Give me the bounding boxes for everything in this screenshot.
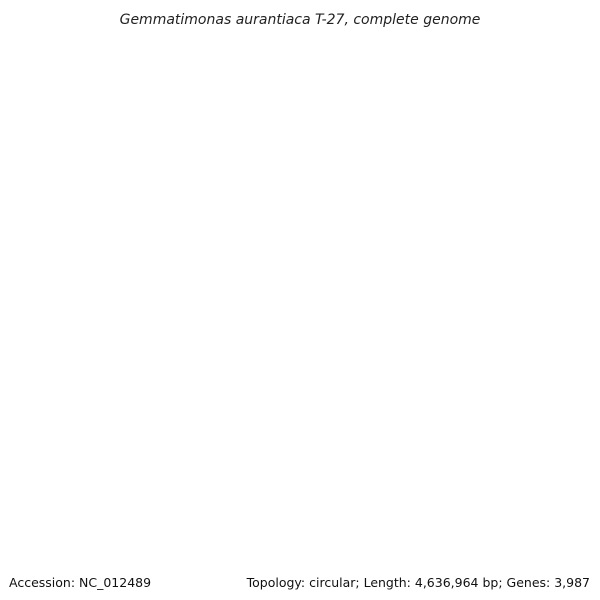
map-title: Gemmatimonas aurantiaca T-27, complete g… — [120, 12, 481, 28]
accession-text: Accession: NC_012489 — [9, 575, 151, 590]
genome-summary-text: Topology: circular; Length: 4,636,964 bp… — [246, 575, 590, 590]
